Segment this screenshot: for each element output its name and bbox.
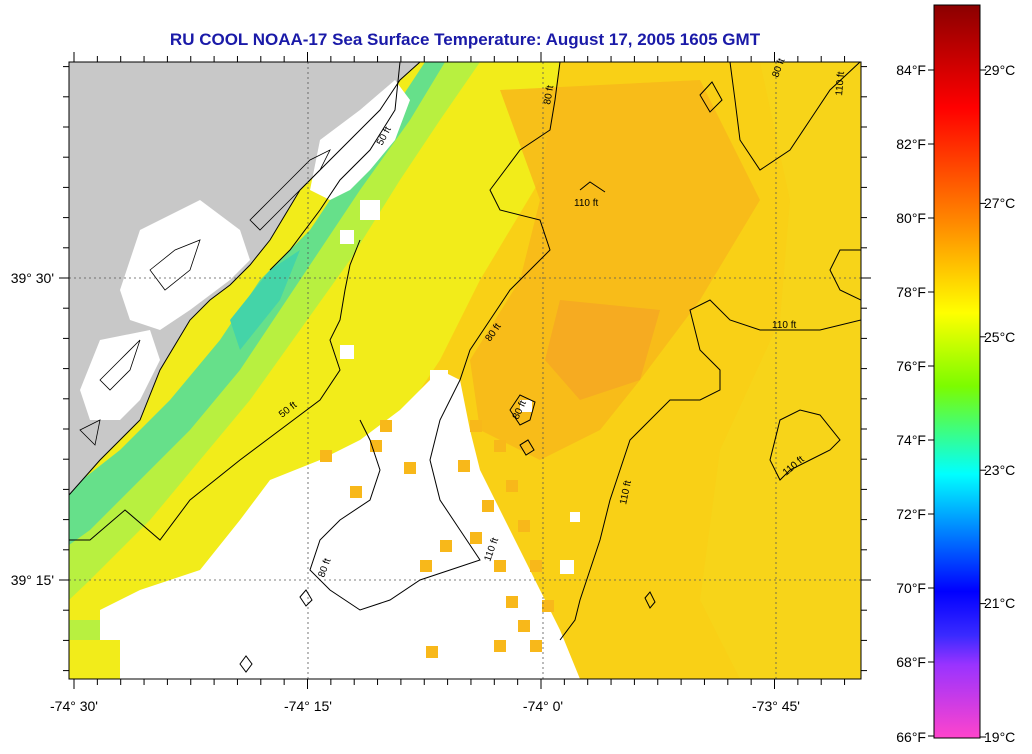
bathymetry-contours: [69, 62, 861, 673]
sst-nearshore-band: [69, 62, 480, 600]
lat-label-2: 39° 15': [11, 572, 54, 588]
f-label-70: 70°F: [896, 580, 926, 596]
grid-lines: [69, 62, 861, 679]
contour-label-110ft-east: 110 ft: [772, 320, 796, 331]
contour-110ft-small: [579, 181, 606, 193]
contour-110ft-south: [559, 299, 861, 641]
map-title: RU COOL NOAA-17 Sea Surface Temperature:…: [169, 30, 761, 49]
lat-label-1: 39° 30': [11, 270, 54, 286]
f-label-78: 78°F: [896, 284, 926, 300]
contour-diamond-northeast: [699, 81, 723, 113]
contour-110ft-east: [829, 249, 861, 301]
contour-80ft: [309, 62, 561, 611]
f-label-66: 66°F: [896, 729, 926, 745]
f-label-76: 76°F: [896, 358, 926, 374]
land-new-jersey: [69, 62, 420, 495]
contour-80ft-northeast: [729, 62, 861, 171]
axis-labels: -74° 30' -74° 15' -74° 0' -73° 45' 39° 3…: [11, 270, 800, 714]
no-data-inlet: [80, 330, 160, 420]
c-label-21: 21°C: [984, 595, 1015, 611]
contour-label-110ft-south: 110 ft: [618, 479, 634, 505]
sst-orange-core: [470, 80, 760, 460]
f-label-80: 80°F: [896, 210, 926, 226]
sst-map: 50 ft 50 ft 80 ft 80 ft 80 ft 80 ft 110 …: [69, 62, 861, 679]
c-label-19: 19°C: [984, 729, 1015, 745]
no-data-cloud-south: [100, 370, 580, 679]
contour-50ft-north: [269, 62, 401, 271]
lon-label-4: -73° 45': [752, 698, 800, 714]
sst-orange-hotspot: [545, 300, 660, 400]
contour-50ft-south: [69, 239, 361, 541]
axis-ticks: [59, 52, 871, 689]
contour-80ft-loop: [509, 394, 536, 426]
f-label-82: 82°F: [896, 136, 926, 152]
contour-fragment: [519, 439, 529, 446]
lon-label-2: -74° 15': [284, 698, 332, 714]
f-label-84: 84°F: [896, 62, 926, 78]
f-label-74: 74°F: [896, 432, 926, 448]
colorbar-ticks: [928, 69, 986, 738]
contour-diamond-far-southwest: [239, 655, 253, 673]
contour-diamond-south: [644, 591, 656, 609]
contour-label-110ft-north: 110 ft: [574, 198, 598, 209]
coastline: [69, 62, 421, 496]
c-label-29: 29°C: [984, 62, 1015, 78]
map-frame: [68, 61, 862, 680]
contour-diamond-southwest: [299, 589, 313, 607]
f-label-68: 68°F: [896, 654, 926, 670]
c-label-27: 27°C: [984, 195, 1015, 211]
lon-label-3: -74° 0': [523, 698, 563, 714]
sst-southwest-yellow: [69, 640, 120, 679]
no-data-pixels: [340, 200, 580, 679]
c-label-25: 25°C: [984, 329, 1015, 345]
f-label-72: 72°F: [896, 506, 926, 522]
contour-label-110ft-northeast: 110 ft: [834, 71, 847, 96]
colorbar: [933, 4, 981, 739]
contour-110ft-loop: [769, 409, 841, 481]
coastline-islands: [79, 149, 331, 446]
sst-cold-patch: [230, 250, 300, 350]
no-data-bay: [120, 200, 250, 330]
no-data-area-north: [310, 80, 410, 200]
sst-east-water: [700, 62, 861, 679]
contour-label-80ft-north: 80 ft: [542, 84, 556, 105]
lon-label-1: -74° 30': [50, 698, 98, 714]
sst-speckle-pixels: [320, 420, 554, 658]
c-label-23: 23°C: [984, 462, 1015, 478]
colorbar-labels: 84°F 82°F 80°F 78°F 76°F 74°F 72°F 70°F …: [896, 62, 1015, 745]
